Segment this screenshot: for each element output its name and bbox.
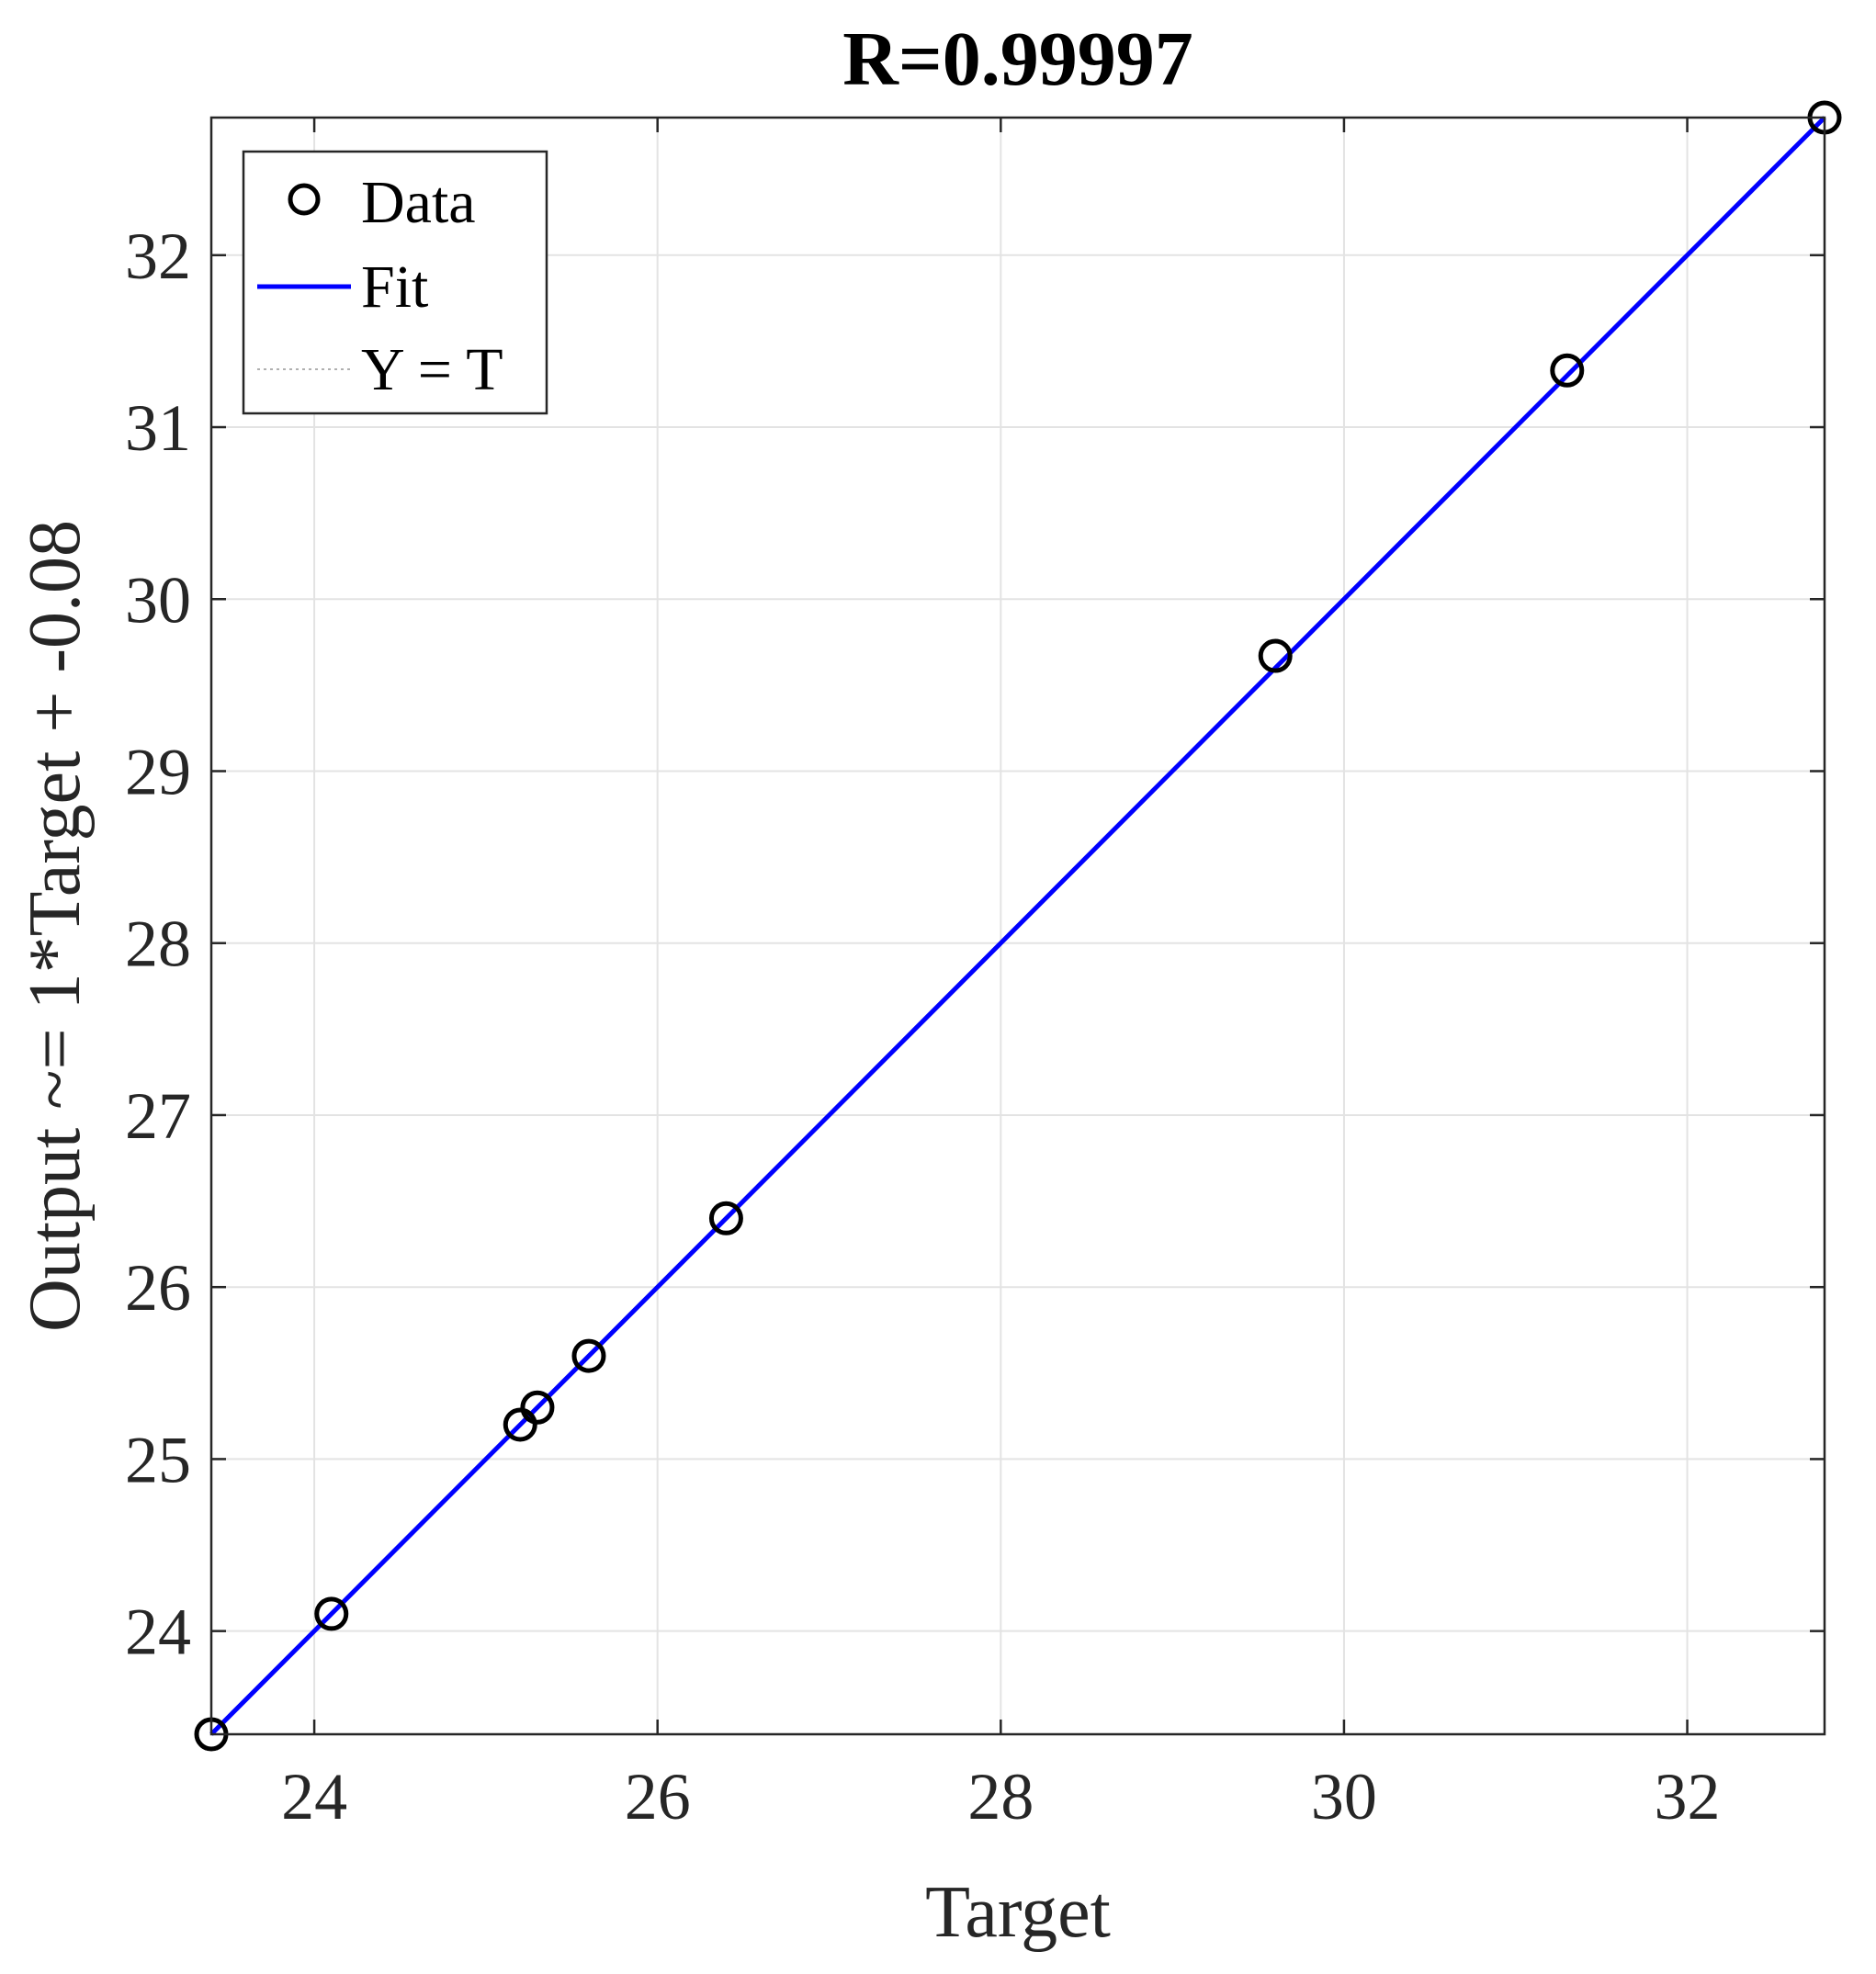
data-point	[708, 1201, 743, 1235]
x-tick-label: 32	[1655, 1760, 1721, 1833]
x-tick-label: 30	[1311, 1760, 1377, 1833]
y-tick-label: 27	[125, 1079, 191, 1153]
chart-title: R=0.99997	[842, 17, 1193, 102]
y-axis-label: Output ~= 1*Target + -0.08	[15, 520, 96, 1332]
y-tick-label: 29	[125, 735, 191, 808]
x-axis-label: Target	[925, 1872, 1111, 1953]
y-tick-label: 26	[125, 1251, 191, 1325]
y-tick-labels: 24 25 26 27 28 29 30 31 32	[125, 220, 191, 1669]
y-tick-label: 28	[125, 908, 191, 981]
legend-box	[242, 150, 548, 415]
x-tick-label: 28	[967, 1760, 1034, 1833]
data-point	[571, 1338, 606, 1373]
tick-marks	[211, 118, 1825, 1734]
legend-label-data: Data	[361, 169, 476, 236]
legend-label-y-equals-t: Y = T	[361, 336, 503, 403]
plot-area-frame	[209, 116, 1826, 1736]
data-point	[1550, 353, 1585, 388]
y-tick-label: 32	[125, 220, 191, 293]
y-tick-label: 31	[125, 391, 191, 465]
data-point	[503, 1407, 537, 1442]
grid-lines	[211, 118, 1825, 1734]
fit-layer	[209, 116, 1826, 1736]
data-point	[314, 1596, 349, 1631]
y-tick-label: 30	[125, 563, 191, 637]
y-tick-label: 25	[125, 1423, 191, 1496]
y-tick-label: 24	[125, 1596, 191, 1669]
fit-line	[209, 116, 1826, 1736]
legend-data-marker	[288, 183, 321, 216]
legend: Data Fit Y = T	[242, 150, 548, 415]
x-tick-label: 26	[625, 1760, 691, 1833]
x-tick-labels: 24 26 28 30 32	[281, 1760, 1720, 1833]
legend-label-fit: Fit	[361, 254, 428, 321]
data-point	[520, 1390, 555, 1425]
data-point	[1258, 638, 1293, 673]
x-tick-label: 24	[281, 1760, 347, 1833]
